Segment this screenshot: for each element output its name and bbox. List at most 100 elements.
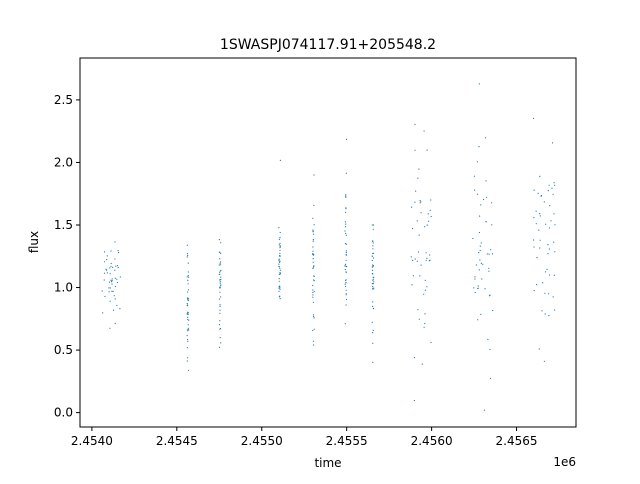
data-point — [219, 258, 221, 260]
data-point — [219, 282, 221, 284]
data-point — [220, 242, 222, 244]
data-point — [186, 291, 189, 293]
data-point — [187, 279, 189, 281]
data-point — [548, 227, 551, 229]
data-point — [551, 142, 554, 144]
data-point — [186, 313, 188, 315]
data-point — [372, 286, 374, 288]
data-point — [418, 168, 420, 170]
data-point — [420, 264, 422, 266]
data-point — [312, 267, 314, 269]
data-point — [371, 266, 373, 268]
data-point — [111, 290, 113, 292]
data-point — [474, 291, 476, 294]
data-point — [372, 361, 374, 363]
data-point — [417, 251, 420, 253]
data-point — [279, 237, 281, 239]
data-point — [428, 260, 430, 262]
y-axis-label: flux — [27, 231, 41, 253]
data-point — [278, 280, 280, 282]
x-tick-label: 2.4560 — [411, 434, 453, 448]
data-point — [187, 324, 189, 326]
data-point — [344, 283, 346, 285]
data-point — [187, 338, 189, 341]
data-point — [279, 252, 281, 255]
data-point — [417, 309, 419, 311]
data-point — [416, 260, 418, 262]
data-point — [219, 291, 221, 293]
data-point — [550, 220, 552, 222]
data-point — [186, 303, 188, 305]
x-tick-label: 2.4550 — [241, 434, 283, 448]
data-point — [474, 278, 476, 280]
data-point — [473, 287, 475, 289]
data-point — [548, 315, 550, 317]
data-point — [117, 266, 119, 269]
data-point — [477, 287, 479, 289]
data-point — [373, 287, 375, 289]
data-point — [477, 285, 479, 287]
data-point — [430, 341, 432, 344]
data-point — [188, 329, 190, 331]
data-point — [553, 274, 556, 276]
data-point — [313, 224, 315, 226]
data-point — [110, 262, 112, 265]
data-point — [544, 292, 546, 294]
data-point — [187, 271, 189, 273]
data-point — [415, 190, 417, 192]
data-point — [110, 250, 112, 252]
data-point — [346, 298, 348, 301]
data-point — [417, 177, 419, 179]
data-point — [371, 269, 374, 271]
data-point — [111, 281, 113, 283]
data-point — [218, 298, 220, 300]
data-point — [345, 279, 347, 281]
data-point — [373, 224, 375, 226]
data-point — [344, 221, 346, 223]
data-point — [312, 340, 315, 342]
y-tick-label: 2.5 — [54, 93, 73, 107]
data-point — [186, 335, 188, 337]
data-point — [218, 264, 220, 266]
data-point — [551, 187, 553, 189]
data-point — [418, 234, 420, 236]
data-point — [426, 149, 428, 151]
data-point — [279, 288, 281, 290]
data-point — [345, 282, 347, 284]
data-point — [424, 322, 426, 325]
data-point — [483, 198, 485, 201]
data-point — [372, 252, 374, 255]
data-point — [345, 172, 347, 174]
data-point — [345, 207, 347, 209]
x-axis-label: time — [314, 456, 341, 470]
data-point — [486, 196, 488, 198]
data-point — [345, 250, 347, 252]
data-point — [220, 284, 222, 286]
data-point — [536, 257, 538, 259]
data-point — [535, 223, 537, 225]
data-point — [483, 409, 485, 411]
data-point — [278, 288, 280, 290]
data-point — [111, 280, 113, 282]
data-point — [187, 254, 189, 257]
data-point — [488, 270, 490, 272]
data-point — [278, 259, 280, 261]
data-point — [542, 282, 544, 284]
data-point — [372, 242, 374, 244]
data-point — [220, 261, 222, 263]
data-point — [219, 264, 222, 266]
data-point — [345, 263, 347, 265]
data-point — [479, 249, 481, 252]
data-point — [313, 233, 315, 235]
data-point — [187, 274, 189, 277]
data-point — [546, 268, 548, 270]
data-point — [373, 277, 375, 279]
data-point — [219, 309, 221, 311]
data-point — [278, 290, 280, 292]
data-point — [480, 242, 482, 244]
data-point — [410, 256, 412, 258]
data-point — [486, 253, 488, 255]
data-point — [484, 288, 486, 290]
data-point — [537, 192, 539, 194]
